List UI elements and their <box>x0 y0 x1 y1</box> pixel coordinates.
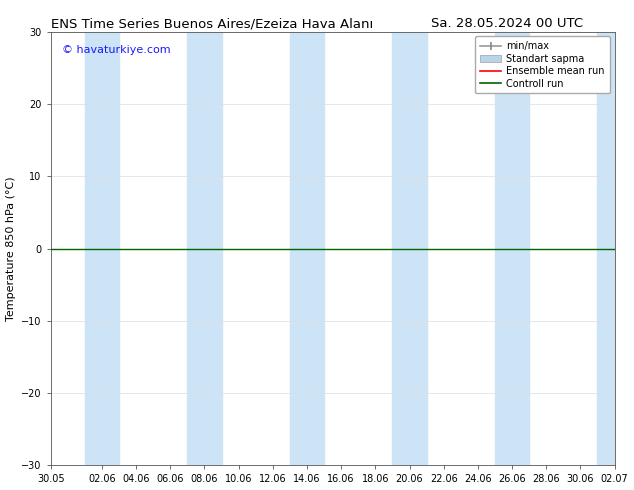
Y-axis label: Temperature 850 hPa (°C): Temperature 850 hPa (°C) <box>6 176 16 321</box>
Bar <box>597 32 631 466</box>
Bar <box>85 32 119 466</box>
Text: © havaturkiye.com: © havaturkiye.com <box>62 45 171 54</box>
Bar <box>392 32 427 466</box>
Bar <box>290 32 324 466</box>
Legend: min/max, Standart sapma, Ensemble mean run, Controll run: min/max, Standart sapma, Ensemble mean r… <box>476 36 610 94</box>
Text: Sa. 28.05.2024 00 UTC: Sa. 28.05.2024 00 UTC <box>431 17 583 30</box>
Bar <box>495 32 529 466</box>
Bar <box>188 32 221 466</box>
Text: ENS Time Series Buenos Aires/Ezeiza Hava Alanı: ENS Time Series Buenos Aires/Ezeiza Hava… <box>51 17 373 30</box>
